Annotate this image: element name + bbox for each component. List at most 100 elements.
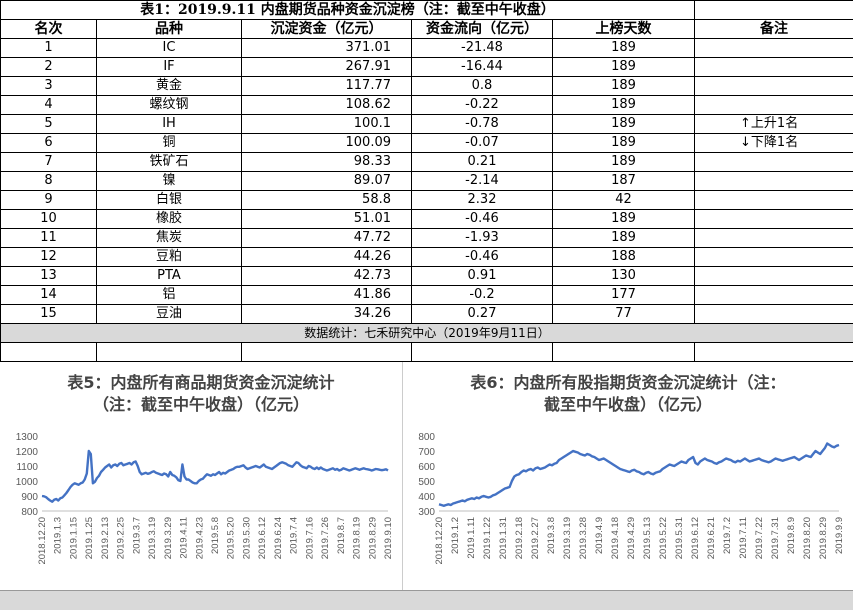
fund-cell: 34.26 [242,305,412,324]
x-tick-label: 2019.8.19 [352,517,363,559]
days-cell: 189 [553,39,695,58]
x-tick-label: 2019.8.29 [367,517,378,559]
note-cell [695,305,853,324]
rank-cell: 14 [1,286,97,305]
source-row: 数据统计：七禾研究中心（2019年9月11日） [1,324,853,343]
variety-cell: 焦炭 [97,229,242,248]
flow-cell: -2.14 [412,172,553,191]
rank-cell: 7 [1,153,97,172]
flow-cell: -0.46 [412,248,553,267]
x-tick-label: 2019.4.11 [179,517,190,559]
arrow-up-icon: ↑ [740,116,751,131]
header-days: 上榜天数 [553,20,695,39]
data-source: 数据统计：七禾研究中心（2019年9月11日） [1,324,853,343]
footer-band [0,590,853,610]
days-cell: 189 [553,77,695,96]
note-down-label: 下降1名 [751,135,798,150]
header-row: 名次 品种 沉淀资金（亿元） 资金流向（亿元） 上榜天数 备注 [1,20,853,39]
fund-cell: 98.33 [242,153,412,172]
header-rank: 名次 [1,20,97,39]
empty-row [1,343,853,362]
fund-cell: 100.09 [242,134,412,153]
rank-cell: 15 [1,305,97,324]
x-tick-label: 2019.3.7 [131,517,142,554]
flow-cell: 0.8 [412,77,553,96]
fund-cell: 108.62 [242,96,412,115]
variety-cell: IH [97,115,242,134]
x-tick-label: 2019.3.19 [562,517,573,559]
x-tick-label: 2019.1.3 [53,517,64,554]
header-fund: 沉淀资金（亿元） [242,20,412,39]
x-tick-label: 2019.4.18 [610,517,621,559]
rank-cell: 5 [1,115,97,134]
x-tick-label: 2019.3.8 [546,517,557,554]
x-tick-label: 2019.1.2 [450,517,461,554]
note-cell [695,153,853,172]
note-up-label: 上升1名 [751,116,798,131]
x-tick-label: 2019.2.25 [116,517,127,559]
days-cell: 189 [553,96,695,115]
rank-cell: 9 [1,191,97,210]
variety-cell: 铝 [97,286,242,305]
days-cell: 189 [553,115,695,134]
note-cell [695,210,853,229]
empty-cell [553,343,695,362]
x-tick-label: 2019.4.29 [626,517,637,559]
y-tick-label: 1100 [16,462,38,473]
days-cell: 189 [553,229,695,248]
x-tick-label: 2019.3.28 [578,517,589,559]
rank-cell: 8 [1,172,97,191]
x-tick-label: 2019.3.19 [147,517,158,559]
fund-cell: 371.01 [242,39,412,58]
flow-cell: 0.27 [412,305,553,324]
rank-cell: 3 [1,77,97,96]
fund-cell: 89.07 [242,172,412,191]
note-down: ↓下降1名 [695,134,853,153]
note-up: ↑上升1名 [695,115,853,134]
y-tick-label: 500 [418,477,435,488]
header-flow: 资金流向（亿元） [412,20,553,39]
variety-cell: 豆粕 [97,248,242,267]
flow-cell: 2.32 [412,191,553,210]
x-tick-label: 2019.2.18 [514,517,525,559]
rank-cell: 13 [1,267,97,286]
empty-cell [1,343,97,362]
y-tick-label: 800 [418,432,435,443]
x-tick-label: 2018.12.20 [37,517,48,565]
fund-ranking-table: 表1：2019.9.11 内盘期货品种资金沉淀榜（注：截至中午收盘） 名次 品种… [0,0,853,362]
x-tick-label: 2019.8.29 [818,517,829,559]
variety-cell: 白银 [97,191,242,210]
y-tick-label: 1200 [16,447,39,458]
variety-cell: 螺纹钢 [97,96,242,115]
days-cell: 189 [553,134,695,153]
x-tick-label: 2019.8.20 [802,517,813,559]
rank-cell: 4 [1,96,97,115]
x-tick-label: 2019.1.11 [466,517,477,559]
x-tick-label: 2019.7.26 [320,517,331,559]
fund-cell: 58.8 [242,191,412,210]
empty-cell [695,343,853,362]
x-tick-label: 2019.8.9 [786,517,797,554]
y-tick-label: 300 [418,507,435,518]
y-tick-label: 700 [418,447,435,458]
note-cell [695,96,853,115]
x-tick-label: 2019.7.16 [304,517,315,559]
x-tick-label: 2019.5.30 [241,517,252,559]
variety-cell: 铁矿石 [97,153,242,172]
table-title: 表1：2019.9.11 内盘期货品种资金沉淀榜（注：截至中午收盘） [1,1,695,20]
note-cell [695,39,853,58]
flow-cell: -16.44 [412,58,553,77]
note-cell [695,286,853,305]
x-tick-label: 2018.12.20 [434,517,445,565]
header-note: 备注 [695,20,853,39]
x-tick-label: 2019.9.10 [383,517,394,559]
days-cell: 188 [553,248,695,267]
